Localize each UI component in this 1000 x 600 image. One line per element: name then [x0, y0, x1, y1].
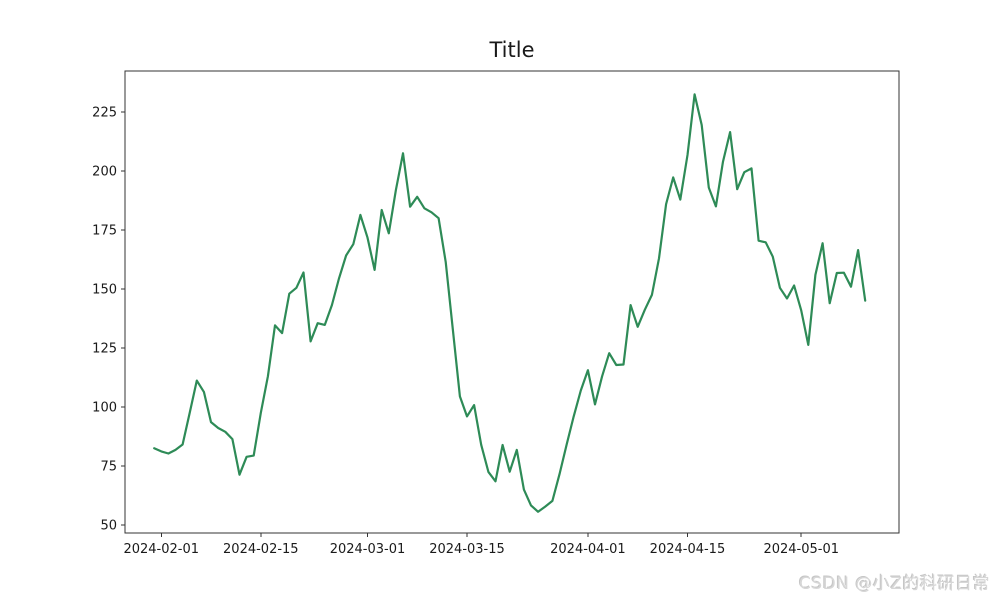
watermark-text: CSDN @小Z的科研日常 — [798, 574, 990, 594]
plot-border — [124, 70, 900, 534]
x-axis-tick-label: 2024-04-01 — [550, 542, 626, 557]
y-axis-tick-label: 175 — [92, 224, 117, 239]
y-axis-tick-label: 150 — [92, 283, 117, 298]
series-line — [153, 93, 867, 513]
x-axis-tick-label: 2024-02-01 — [123, 542, 199, 557]
x-axis-tick-label: 2024-04-15 — [650, 542, 726, 557]
x-axis-tick-label: 2024-03-15 — [429, 542, 505, 557]
y-axis-tick-label: 125 — [92, 342, 117, 357]
y-axis-tick-label: 100 — [92, 401, 117, 416]
y-axis-tick-label: 200 — [92, 165, 117, 180]
chart-title: Title — [489, 38, 535, 62]
x-axis-tick-label: 2024-02-15 — [223, 542, 299, 557]
y-axis-tick-label: 75 — [100, 459, 117, 474]
x-axis-tick-label: 2024-05-01 — [763, 542, 839, 557]
x-axis-tick-label: 2024-03-01 — [330, 542, 406, 557]
y-axis-tick-label: 225 — [92, 106, 117, 121]
y-axis-tick-label: 50 — [100, 518, 117, 533]
